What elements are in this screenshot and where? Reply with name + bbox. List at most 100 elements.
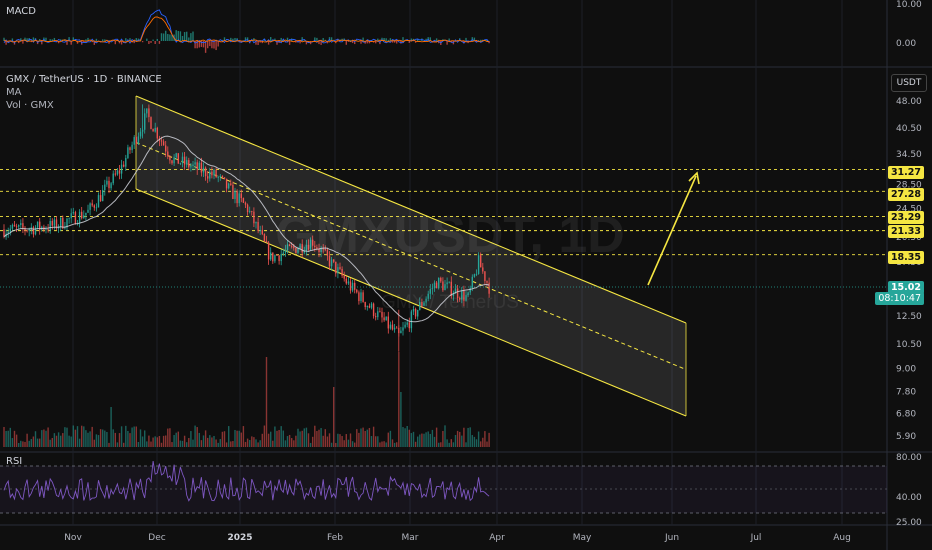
macd-histogram-bar [305,41,308,45]
volume-bar [326,436,329,447]
volume-bar [194,425,196,447]
macd-histogram-bar [351,41,354,44]
volume-bar [370,436,373,447]
macd-histogram-bar [213,41,215,49]
candle-body [482,267,484,272]
candle-body [186,160,188,165]
macd-histogram-bar [448,38,450,41]
macd-histogram-bar [217,41,219,47]
macd-histogram-bar [186,31,188,41]
candle-body [81,211,83,219]
macd-histogram-bar [246,37,249,41]
macd-histogram-bar [167,34,169,41]
macd-histogram-bar [83,41,85,43]
volume-bar [9,427,11,447]
candle-body [339,267,341,269]
volume-bar [186,442,188,447]
volume-bar [62,433,64,447]
volume-bar [213,435,215,447]
macd-histogram-bar [171,34,173,41]
volume-bar [112,429,114,447]
candle-body [431,288,434,290]
macd-histogram-bar [22,41,24,44]
volume-bar [261,433,263,447]
volume-bar [272,440,274,447]
countdown-tag: 08:10:47 [875,292,924,305]
macd-histogram-bar [276,41,278,45]
level-tag: 31.27 [887,166,924,179]
volume-bar [146,441,148,447]
volume-bar [488,432,490,447]
candle-body [324,249,326,250]
macd-histogram-bar [135,38,137,41]
macd-histogram-bar [326,41,329,44]
candle-body [354,282,356,290]
volume-bar [51,438,53,447]
volume-bar [43,429,45,447]
volume-bar [288,434,291,447]
macd-histogram-bar [211,41,213,49]
candle-body [213,169,215,176]
volume-bar [5,430,7,447]
candle-body [32,227,35,235]
candle-body [484,271,486,282]
volume-bar [24,441,26,447]
volume-bar [152,437,154,447]
macd-histogram-bar [261,41,263,44]
candle-body [375,316,377,318]
volume-bar [87,432,89,447]
volume-bar [333,387,335,447]
macd-histogram-bar [362,37,364,41]
volume-bar [274,426,276,447]
candle-body [486,281,488,283]
candle-body [423,302,425,306]
candle-body [135,137,137,144]
candle-body [30,227,32,230]
volume-bar [72,425,74,447]
candle-body [9,228,11,232]
macd-histogram-bar [242,40,245,41]
candle-body [97,195,100,208]
volume-bar [204,430,207,447]
candle-body [450,281,452,297]
candle-body [160,140,163,142]
currency-button[interactable]: USDT [891,74,927,92]
volume-bar [469,427,471,447]
macd-histogram-bar [480,39,482,41]
volume-bar [99,429,102,447]
level-tag: 23.29 [887,211,924,224]
ma-label: MA [6,87,22,98]
volume-bar [429,433,431,447]
candle-body [66,218,68,228]
macd-histogram-bar [169,34,171,41]
macd-histogram-bar [354,41,356,45]
candle-body [39,221,41,230]
candle-body [438,277,440,289]
volume-bar [322,435,324,447]
volume-bar [280,426,282,447]
candle-body [402,327,404,331]
candle-body [116,170,119,175]
volume-bar [20,440,22,447]
price-tick-label: 12.50 [896,312,922,322]
macd-histogram-bar [393,41,396,43]
volume-bar [137,442,140,447]
time-tick-label: Nov [64,533,82,543]
macd-histogram-bar [39,39,41,41]
candle-body [343,275,345,279]
candle-body [330,259,333,267]
volume-bar [358,432,360,447]
candle-body [249,211,251,213]
volume-bar [456,430,459,447]
macd-histogram-bar [288,41,291,45]
volume-bar [39,438,41,447]
macd-histogram-bar [232,38,234,41]
volume-bar [177,431,179,447]
channel-upper-line [135,95,687,324]
candle-body [78,211,81,224]
volume-bar [41,430,43,447]
watermark-symbol: GMXUSDT, 1D [275,206,625,264]
volume-bar [230,441,232,447]
volume-bar [349,433,352,447]
